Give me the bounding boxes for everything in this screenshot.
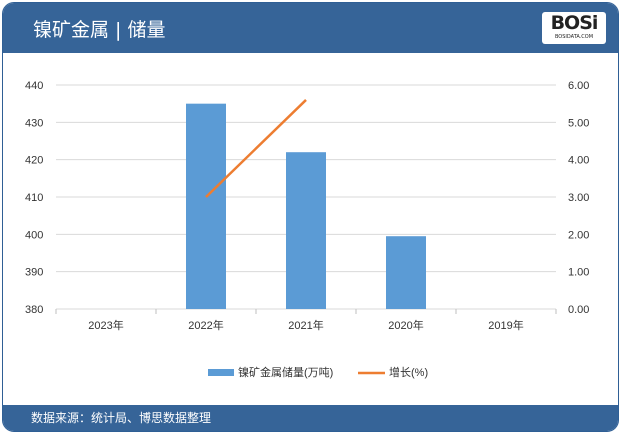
x-tick-label: 2021年 [288, 318, 323, 332]
y-right-tick: 2.00 [568, 229, 589, 241]
bosi-logo: BOSi BOSIDATA.COM [542, 12, 606, 44]
y-right-tick: 6.00 [568, 80, 589, 92]
y-left-tick: 430 [25, 117, 43, 129]
x-tick-label: 2023年 [88, 318, 123, 332]
header: 镍矿金属 | 储量 BOSi BOSIDATA.COM [3, 3, 618, 53]
y-left-tick: 420 [25, 155, 43, 167]
y-right-tick: 0.00 [568, 304, 589, 316]
y-right-tick: 1.00 [568, 267, 589, 279]
legend-line-label: 增长(%) [389, 365, 428, 379]
y-left-tick: 390 [25, 267, 43, 279]
y-right-tick: 5.00 [568, 117, 589, 129]
y-right-tick: 4.00 [568, 155, 589, 167]
y-left-tick: 410 [25, 192, 43, 204]
growth-line [205, 99, 307, 198]
x-tick-label: 2022年 [188, 318, 223, 332]
x-tick-label: 2019年 [488, 318, 523, 332]
y-left-tick: 380 [25, 304, 43, 316]
bar [186, 103, 226, 309]
footer: 数据来源：统计局、博思数据整理 [3, 405, 618, 431]
y-left-tick: 400 [25, 229, 43, 241]
data-source: 数据来源：统计局、博思数据整理 [31, 411, 212, 425]
legend-bar-label: 镍矿金属储量(万吨) [238, 365, 333, 379]
page-title: 镍矿金属 | 储量 [33, 19, 166, 41]
bar [286, 152, 326, 309]
chart: 380 390 400 410 420 430 440 0.00 1.00 2.00 3.00 4.0… [25, 80, 589, 379]
legend-bar-swatch [208, 369, 234, 376]
y-left-tick: 440 [25, 80, 43, 92]
bar [386, 236, 426, 309]
y-right-tick: 3.00 [568, 192, 589, 204]
x-tick-label: 2020年 [388, 318, 423, 332]
